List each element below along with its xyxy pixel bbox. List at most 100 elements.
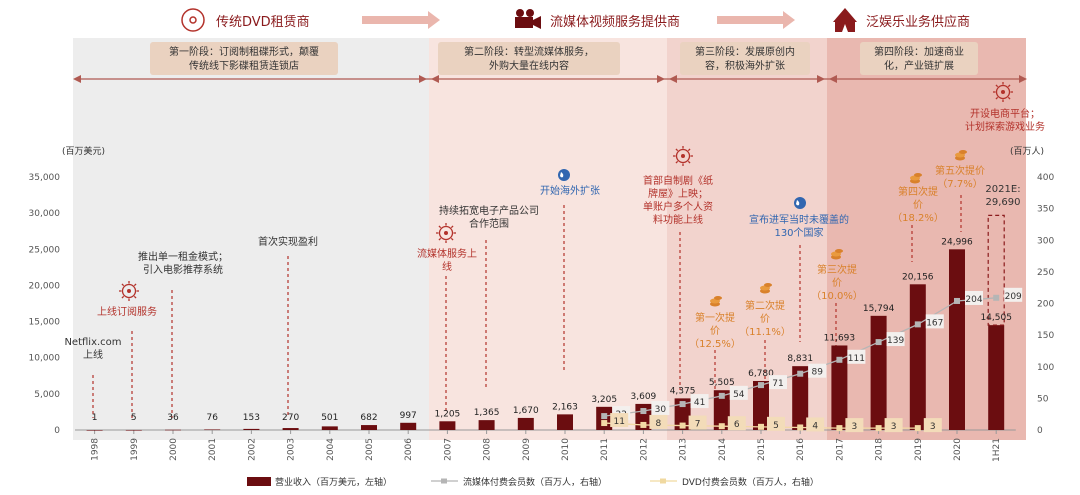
revenue-bar [439, 421, 456, 430]
revenue-value-label: 1,205 [435, 409, 461, 419]
annotation-text: 2021E: [985, 184, 1020, 195]
annotation-text: 第一次提 [695, 311, 735, 324]
arrow-right-icon [362, 11, 440, 29]
annotation-text: （11.1%） [739, 326, 791, 338]
right-y-tick-label: 0 [1037, 426, 1043, 436]
dvd-point [836, 425, 843, 432]
stage4-line2: 化，产业链扩展 [884, 59, 954, 72]
revenue-bar [831, 345, 848, 430]
revenue-value-label: 24,996 [941, 237, 973, 247]
dvd-point [640, 421, 647, 428]
film-reel-icon [181, 8, 205, 32]
annotation-text: 持续拓宽电子产品公司 [439, 204, 539, 217]
dvd-value-label: 5 [773, 421, 779, 431]
dvd-value-box [767, 416, 785, 431]
revenue-bar [949, 249, 965, 430]
revenue-value-label: 1 [92, 413, 98, 423]
dvd-value-label: 11 [613, 417, 624, 427]
x-tick-label: 2000 [169, 438, 179, 461]
film-reel-icon [673, 146, 693, 166]
annotation-text: 价 [710, 325, 720, 337]
coins-icon [831, 249, 843, 260]
streaming-point [640, 408, 647, 415]
film-reel-ray [438, 237, 442, 241]
revenue-bar [321, 426, 338, 430]
streaming-value-label: 41 [694, 398, 705, 408]
annotation-text: 首次实现盈利 [258, 235, 318, 248]
dvd-point [914, 425, 921, 432]
x-tick-label: 2019 [914, 438, 924, 461]
stage4-box [860, 42, 978, 75]
legend-dvd-label: DVD付费会员数（百万人，右轴） [682, 476, 819, 488]
streaming-value-box [886, 332, 905, 347]
x-tick-label: 2005 [365, 438, 375, 461]
stage1-line2: 传统线下影碟租赁连锁店 [189, 59, 299, 72]
x-tick-label: 2014 [718, 438, 728, 461]
revenue-bar [165, 429, 181, 431]
right-y-tick-label: 350 [1037, 205, 1054, 215]
revenue-value-label: 1,670 [513, 406, 539, 416]
annotation-text: 料功能上线 [653, 213, 703, 226]
streaming-value-box [729, 385, 748, 400]
film-reel-hub [1001, 90, 1005, 94]
right-y-tick-label: 100 [1037, 363, 1054, 373]
stage4-line1: 第四阶段：加速商业 [874, 45, 964, 58]
x-tick-label: 2002 [247, 438, 257, 461]
revenue-bar [792, 366, 809, 430]
annotation-text: 推出单一租金模式； [138, 250, 228, 263]
film-reel-ray [121, 283, 125, 287]
revenue-value-label: 3,205 [591, 395, 617, 405]
streaming-point [875, 339, 882, 346]
revenue-bar [713, 390, 730, 430]
film-reel-hub [681, 154, 685, 158]
left-y-tick-label: 5,000 [34, 390, 60, 400]
film-reel-icon [119, 281, 139, 301]
film-reel-icon [993, 82, 1013, 102]
revenue-bar [86, 429, 103, 431]
dvd-point [758, 423, 764, 430]
film-reel-outer [995, 84, 1011, 100]
annotation-7: 开始海外扩张 [540, 169, 600, 197]
x-tick-label: 2015 [757, 438, 767, 461]
globe-icon [794, 197, 806, 209]
x-tick-label: 2004 [326, 438, 336, 461]
revenue-bar [478, 420, 495, 430]
film-reel-hub [444, 231, 448, 235]
left-y-tick-label: 15,000 [29, 318, 61, 328]
revenue-value-label: 501 [321, 413, 338, 423]
stage1-line1: 第一阶段：订阅制租碟形式，颠覆 [169, 45, 319, 58]
dvd-value-box [884, 418, 903, 433]
dvd-value-label: 3 [852, 422, 858, 432]
coin-top [714, 296, 722, 300]
annotation-text: 合作范围 [469, 217, 509, 230]
film-reel-ray [121, 295, 125, 299]
revenue-value-label: 5 [131, 413, 137, 423]
dvd-point [797, 424, 804, 431]
data-labels: 1 5 36 76 153 270 501 682 997 1,205 1,365 1,670 2,16… [92, 237, 1023, 433]
x-tick-label: 2011 [600, 438, 610, 461]
dvd-point [601, 420, 608, 427]
film-reel-hub [127, 289, 131, 293]
streaming-point [914, 321, 921, 328]
film-reel-outer [121, 283, 137, 299]
revenue-value-label: 36 [167, 413, 179, 423]
streaming-point [718, 392, 725, 399]
film-reel-ray [133, 295, 137, 299]
annotation-text: 开设电商平台； [970, 107, 1040, 120]
x-tick-label: 2010 [561, 438, 571, 461]
legend-revenue-label: 营业收入（百万美元，左轴） [275, 476, 392, 488]
coin-top [835, 249, 843, 253]
dvd-value-box [806, 417, 825, 432]
annotation-text: 第三次提 [817, 263, 857, 276]
dvd-point [875, 425, 882, 432]
x-tick-label: 1998 [91, 438, 101, 461]
x-tick-label: 1999 [130, 438, 140, 461]
streaming-value-label: 167 [926, 318, 943, 328]
dvd-value-label: 8 [656, 419, 662, 429]
left-y-tick-label: 25,000 [29, 245, 61, 255]
dvd-value-label: 6 [734, 420, 740, 430]
streaming-point [601, 413, 608, 420]
movie-camera-icon [515, 9, 541, 29]
streaming-value-label: 71 [772, 379, 783, 389]
